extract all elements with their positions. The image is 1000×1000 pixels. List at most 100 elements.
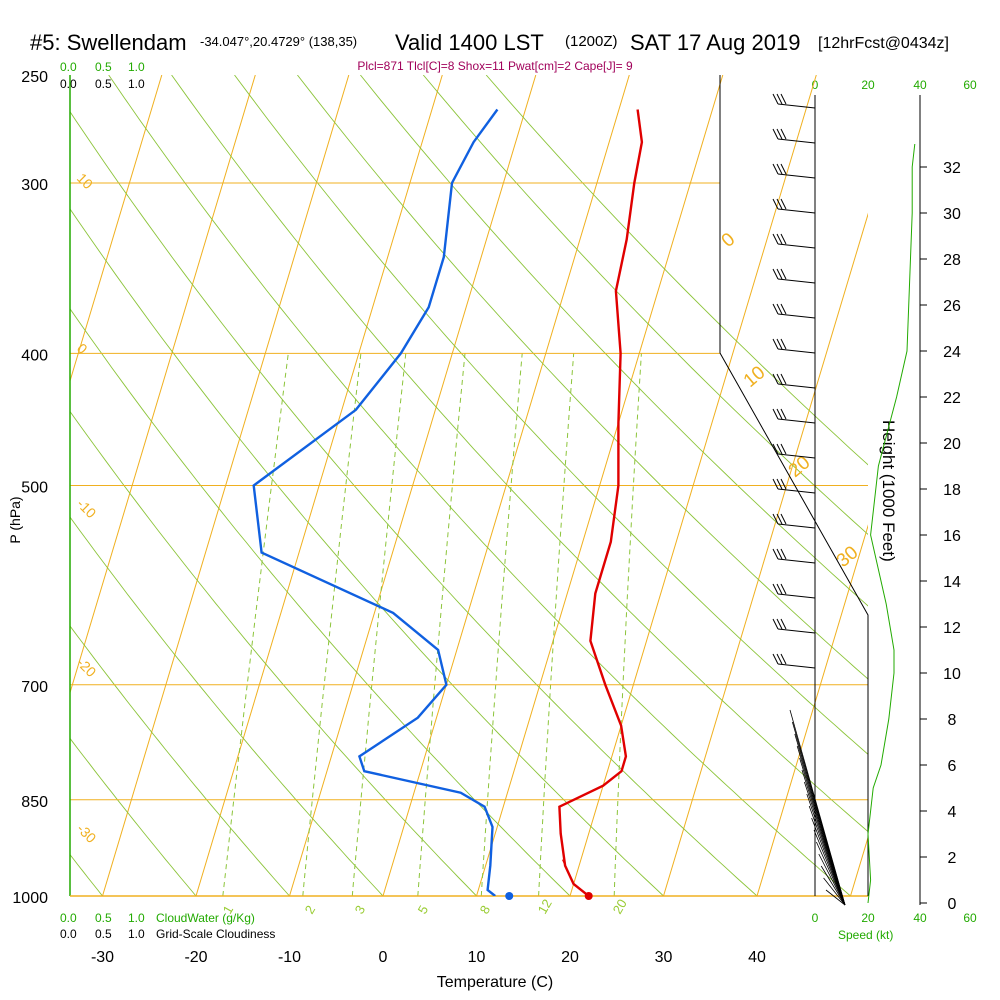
wind-barb-feather xyxy=(776,303,783,315)
wind-barb-staff-low xyxy=(813,829,846,906)
wind-barb-feather xyxy=(776,653,783,665)
pressure-label-500: 500 xyxy=(21,480,48,497)
pressure-label-400: 400 xyxy=(21,347,48,364)
mixing-ratio-labels: 1 2 3 5 8 12 20 xyxy=(220,896,630,916)
isotherm-40 xyxy=(756,524,868,896)
height-label-10: 10 xyxy=(943,666,961,683)
wind-barb-feather xyxy=(772,93,779,105)
height-label-0: 0 xyxy=(948,896,957,913)
isotherm-labels: 10 0 -10 -20 -30 xyxy=(74,170,100,846)
temp-tick-10: 10 xyxy=(468,949,486,966)
wind-barb-feather xyxy=(780,408,787,420)
temp-tick--10: -10 xyxy=(278,949,301,966)
pressure-label-300: 300 xyxy=(21,177,48,194)
wind-barb-staff xyxy=(777,243,816,249)
temp-tick--20: -20 xyxy=(184,949,207,966)
wind-barb-staff xyxy=(777,593,816,599)
isotherm--50 xyxy=(70,75,163,383)
top-cloudwater-scale: 0.0 0.5 1.0 0.0 0.5 1.0 xyxy=(60,60,145,91)
cloud-black-bottom-1: 0.5 xyxy=(95,927,112,941)
surface-dewpoint-marker xyxy=(505,892,514,900)
cloud-black-bottom-2: 1.0 xyxy=(128,927,145,941)
isotherm-right-30: 30 xyxy=(833,542,863,572)
speed-axis-label: Speed (kt) xyxy=(838,928,893,942)
speed-top-40: 40 xyxy=(913,78,927,92)
mixing-label-3: 3 xyxy=(352,903,369,917)
dry-adiabat-70 xyxy=(234,75,868,755)
cloud-black-bottom-0: 0.0 xyxy=(60,927,77,941)
speed-top-20: 20 xyxy=(861,78,875,92)
series-temperature xyxy=(558,109,644,896)
cloud-green-1: 0.5 xyxy=(95,60,112,74)
height-label-12: 12 xyxy=(943,620,961,637)
height-label-2: 2 xyxy=(948,850,957,867)
height-label-18: 18 xyxy=(943,482,961,499)
temp-tick-40: 40 xyxy=(748,949,766,966)
pressure-axis-label: P (hPa) xyxy=(7,496,23,543)
cloud-black-1: 0.5 xyxy=(95,77,112,91)
pressure-label-250: 250 xyxy=(21,69,48,86)
wind-barb-feather xyxy=(772,443,779,455)
dry-adiabat-110 xyxy=(485,75,868,466)
speed-bottom-0: 0 xyxy=(812,911,819,925)
wind-barb-feather xyxy=(780,513,787,525)
temperature-tick-labels: -30 -20 -10 0 10 20 30 40 xyxy=(91,949,766,966)
height-label-22: 22 xyxy=(943,390,961,407)
wind-barb-feather xyxy=(776,478,783,490)
height-label-8: 8 xyxy=(948,712,957,729)
mixing-ratio-line-12 xyxy=(538,353,575,896)
wind-barb-feather xyxy=(772,513,779,525)
wind-barb-staff xyxy=(777,383,816,389)
wind-barb-feather xyxy=(780,618,787,630)
height-label-20: 20 xyxy=(943,436,961,453)
cloudwater-label: CloudWater (g/Kg) xyxy=(156,911,255,925)
speed-bottom-20: 20 xyxy=(861,911,875,925)
wind-barb-feather xyxy=(772,303,779,315)
height-label-24: 24 xyxy=(943,344,961,361)
dry-adiabat--20 xyxy=(70,737,197,896)
wind-barb-feather xyxy=(780,338,787,350)
height-label-32: 32 xyxy=(943,160,961,177)
wind-barb-feather xyxy=(780,163,787,175)
wind-barb-staff xyxy=(777,418,816,424)
wind-barb-feather xyxy=(776,443,783,455)
isotherm-label-10: 10 xyxy=(74,170,96,192)
cloud-black-2: 1.0 xyxy=(128,77,145,91)
mixing-label-2: 2 xyxy=(302,903,319,917)
wind-barb-feather xyxy=(780,373,787,385)
surface-temperature-marker xyxy=(584,892,593,900)
isotherm-label-minus10: -10 xyxy=(74,496,100,522)
pressure-label-700: 700 xyxy=(21,679,48,696)
wind-barb-feather xyxy=(772,128,779,140)
height-label-6: 6 xyxy=(948,758,957,775)
wind-barb-feather xyxy=(776,198,783,210)
isotherm-50 xyxy=(850,835,868,896)
temp-tick-20: 20 xyxy=(561,949,579,966)
wind-barb-staff xyxy=(777,523,816,529)
cloud-black-0: 0.0 xyxy=(60,77,77,91)
wind-barb-staff xyxy=(777,313,816,319)
dry-adiabat-lines xyxy=(70,75,868,896)
mixing-label-20: 20 xyxy=(610,896,630,916)
wind-barb-feather xyxy=(772,373,779,385)
dry-adiabat-60 xyxy=(171,75,868,833)
speed-scale: 0 20 40 60 0 20 40 60 Speed (kt) xyxy=(812,78,977,942)
temp-tick-0: 0 xyxy=(379,949,388,966)
wind-barb-feather xyxy=(772,163,779,175)
wind-barb-feather xyxy=(772,548,779,560)
dry-adiabat-90 xyxy=(360,75,868,607)
mixing-label-12: 12 xyxy=(535,896,555,916)
wind-barb-staff-low xyxy=(820,865,846,906)
mixing-ratio-line-3 xyxy=(351,353,407,896)
wind-barb-feather xyxy=(780,583,787,595)
wind-speed-profile xyxy=(867,143,916,904)
wind-barb-feather xyxy=(780,443,787,455)
speed-bottom-60: 60 xyxy=(963,911,977,925)
dry-adiabat-80 xyxy=(297,75,868,680)
surface-markers xyxy=(505,892,593,900)
wind-barb-staff-low xyxy=(818,853,846,906)
dry-adiabat-10 xyxy=(70,410,477,896)
wind-barb-feather xyxy=(776,233,783,245)
pressure-labels: 250 300 400 500 700 850 1000 xyxy=(12,69,48,907)
